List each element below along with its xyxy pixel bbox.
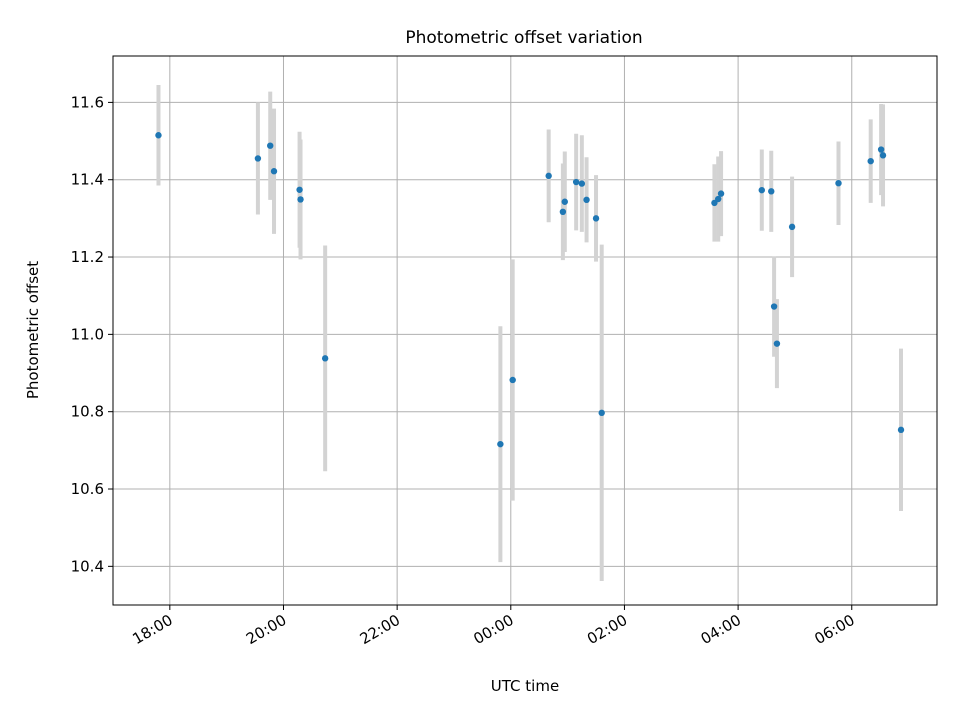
data-point	[267, 142, 274, 149]
y-tick-label: 11.2	[71, 248, 104, 266]
data-point	[509, 376, 516, 384]
data-points	[155, 132, 905, 448]
data-point	[572, 178, 580, 186]
data-point	[598, 409, 605, 417]
data-point	[583, 196, 590, 204]
data-point	[758, 186, 765, 194]
data-point	[254, 155, 262, 162]
data-point	[296, 186, 303, 193]
x-axis-label: UTC time	[491, 677, 559, 695]
y-tick-label: 10.4	[71, 557, 104, 575]
data-point	[497, 440, 504, 448]
data-point	[770, 303, 778, 310]
data-point	[717, 190, 725, 197]
y-axis-label: Photometric offset	[24, 261, 42, 399]
data-point	[561, 198, 568, 205]
y-tick-label: 10.6	[71, 480, 104, 498]
data-point	[788, 223, 796, 231]
plot-area-frame	[112, 55, 938, 606]
y-tick-label: 11.0	[71, 325, 104, 343]
data-point	[835, 179, 842, 187]
y-tick-label: 10.8	[71, 403, 104, 421]
data-point	[879, 152, 887, 159]
y-tick-label: 11.6	[71, 93, 104, 111]
data-point	[867, 157, 874, 165]
data-point	[715, 195, 722, 203]
chart-title: Photometric offset variation	[405, 28, 642, 48]
data-point	[897, 426, 905, 434]
y-axis-ticks: 10.4 10.6 10.8 11.0 11.2 11.4 11.6	[71, 93, 113, 575]
y-tick-label: 11.4	[71, 171, 104, 189]
data-point	[321, 355, 329, 362]
data-point	[578, 180, 586, 187]
grid-lines	[113, 56, 937, 605]
data-point	[768, 188, 775, 195]
data-point	[592, 215, 600, 222]
data-point	[270, 168, 278, 175]
data-point	[559, 208, 567, 216]
data-point	[773, 340, 781, 347]
data-point	[877, 146, 885, 153]
data-point	[155, 132, 162, 139]
data-point	[297, 196, 304, 203]
data-point	[545, 172, 552, 180]
